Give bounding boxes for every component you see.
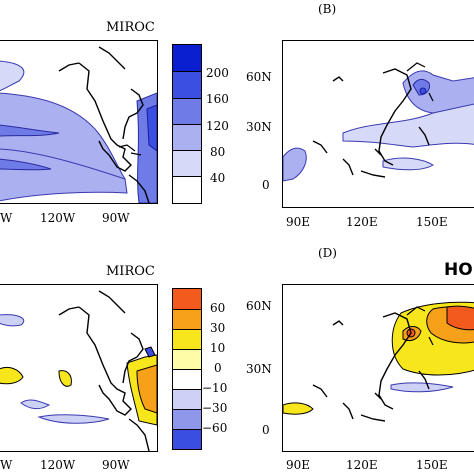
colorbar-bottom-bin-7 (173, 409, 201, 429)
x-tick-a-1: W (0, 211, 13, 225)
colorbar-top-bin-3 (173, 98, 201, 124)
map-panel-b (282, 40, 474, 208)
x-tick-a-3: 90W (102, 211, 130, 225)
colorbar-bottom-bin-6 (173, 389, 201, 409)
colorbar-top-bin-6 (173, 176, 201, 203)
map-b-field (283, 62, 474, 182)
colorbar-top-label-120: 120 (206, 119, 229, 133)
panel-letter-d: (D) (318, 246, 337, 260)
map-c-field (0, 290, 157, 451)
colorbar-bottom-label-0: 0 (214, 361, 222, 375)
y-tick-b-0: 0 (262, 178, 270, 192)
y-tick-d-60n: 60N (246, 299, 272, 313)
x-tick-b-120e: 120E (346, 215, 378, 229)
y-tick-b-30n: 30N (246, 120, 272, 134)
colorbar-bottom-bin-3 (173, 329, 201, 349)
y-tick-b-60n: 60N (246, 70, 272, 84)
x-tick-c-3: 90W (102, 458, 130, 472)
y-tick-d-0: 0 (262, 423, 270, 437)
model-label-c: MIROC (106, 264, 155, 279)
x-tick-b-150e: 150E (416, 215, 448, 229)
colorbar-top-label-160: 160 (206, 92, 229, 106)
y-tick-d-30n: 30N (246, 362, 272, 376)
x-tick-d-120e: 120E (346, 458, 378, 472)
colorbar-top-bin-4 (173, 124, 201, 150)
colorbar-top-bin-1 (173, 45, 201, 71)
x-tick-c-1: W (0, 458, 13, 472)
colorbar-bottom-label-m10: −10 (202, 381, 228, 395)
colorbar-top-bin-2 (173, 71, 201, 98)
colorbar-bottom-label-60: 60 (210, 301, 226, 315)
colorbar-top-label-40: 40 (210, 171, 226, 185)
panel-letter-b: (B) (318, 2, 337, 16)
colorbar-top-label-80: 80 (210, 145, 226, 159)
colorbar-bottom-bin-2 (173, 309, 201, 329)
x-tick-a-2: 120W (40, 211, 76, 225)
panel-title-d-partial: HO (444, 260, 473, 280)
model-label-a: MIROC (106, 20, 155, 35)
colorbar-top-label-200: 200 (206, 66, 229, 80)
colorbar-top (172, 44, 202, 204)
colorbar-bottom-bin-4 (173, 349, 201, 369)
x-tick-c-2: 120W (40, 458, 76, 472)
colorbar-bottom-label-30: 30 (210, 321, 226, 335)
colorbar-bottom-bin-1 (173, 289, 201, 309)
colorbar-bottom-label-10: 10 (210, 341, 226, 355)
map-d-field (283, 301, 474, 422)
colorbar-top-bin-5 (173, 150, 201, 176)
colorbar-bottom-bin-8 (173, 429, 201, 449)
colorbar-bottom-label-m30: −30 (202, 401, 228, 415)
x-tick-d-90e: 90E (286, 458, 311, 472)
map-a-field (0, 46, 157, 203)
map-panel-d (282, 284, 474, 452)
map-panel-c (0, 284, 158, 452)
x-tick-b-90e: 90E (286, 215, 311, 229)
colorbar-bottom (172, 288, 202, 450)
colorbar-bottom-label-m60: −60 (202, 421, 228, 435)
map-panel-a (0, 40, 158, 204)
colorbar-bottom-bin-5 (173, 369, 201, 389)
x-tick-d-150e: 150E (416, 458, 448, 472)
